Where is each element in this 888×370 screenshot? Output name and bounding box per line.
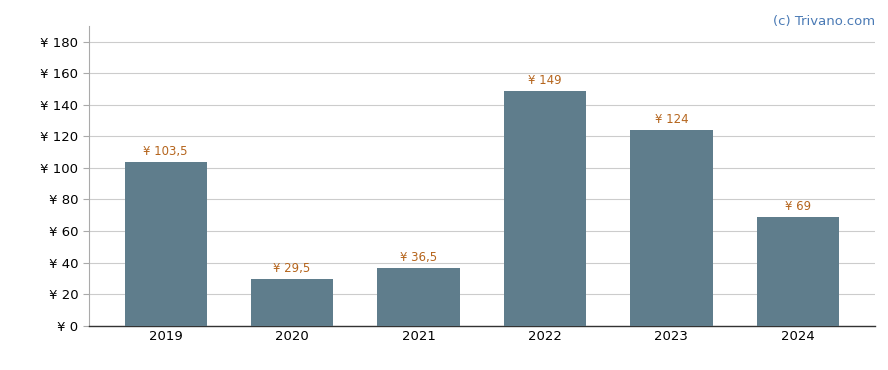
Text: (c) Trivano.com: (c) Trivano.com	[773, 15, 875, 28]
Bar	[251, 279, 333, 326]
Bar	[503, 91, 586, 326]
Bar	[757, 217, 839, 326]
Text: ¥ 36,5: ¥ 36,5	[400, 251, 437, 264]
Bar	[630, 130, 712, 326]
Text: ¥ 124: ¥ 124	[654, 113, 688, 126]
Text: ¥ 103,5: ¥ 103,5	[143, 145, 188, 158]
Bar	[377, 268, 460, 326]
Bar	[124, 162, 207, 326]
Text: ¥ 149: ¥ 149	[528, 74, 562, 87]
Text: ¥ 69: ¥ 69	[785, 200, 811, 213]
Text: ¥ 29,5: ¥ 29,5	[274, 262, 311, 275]
